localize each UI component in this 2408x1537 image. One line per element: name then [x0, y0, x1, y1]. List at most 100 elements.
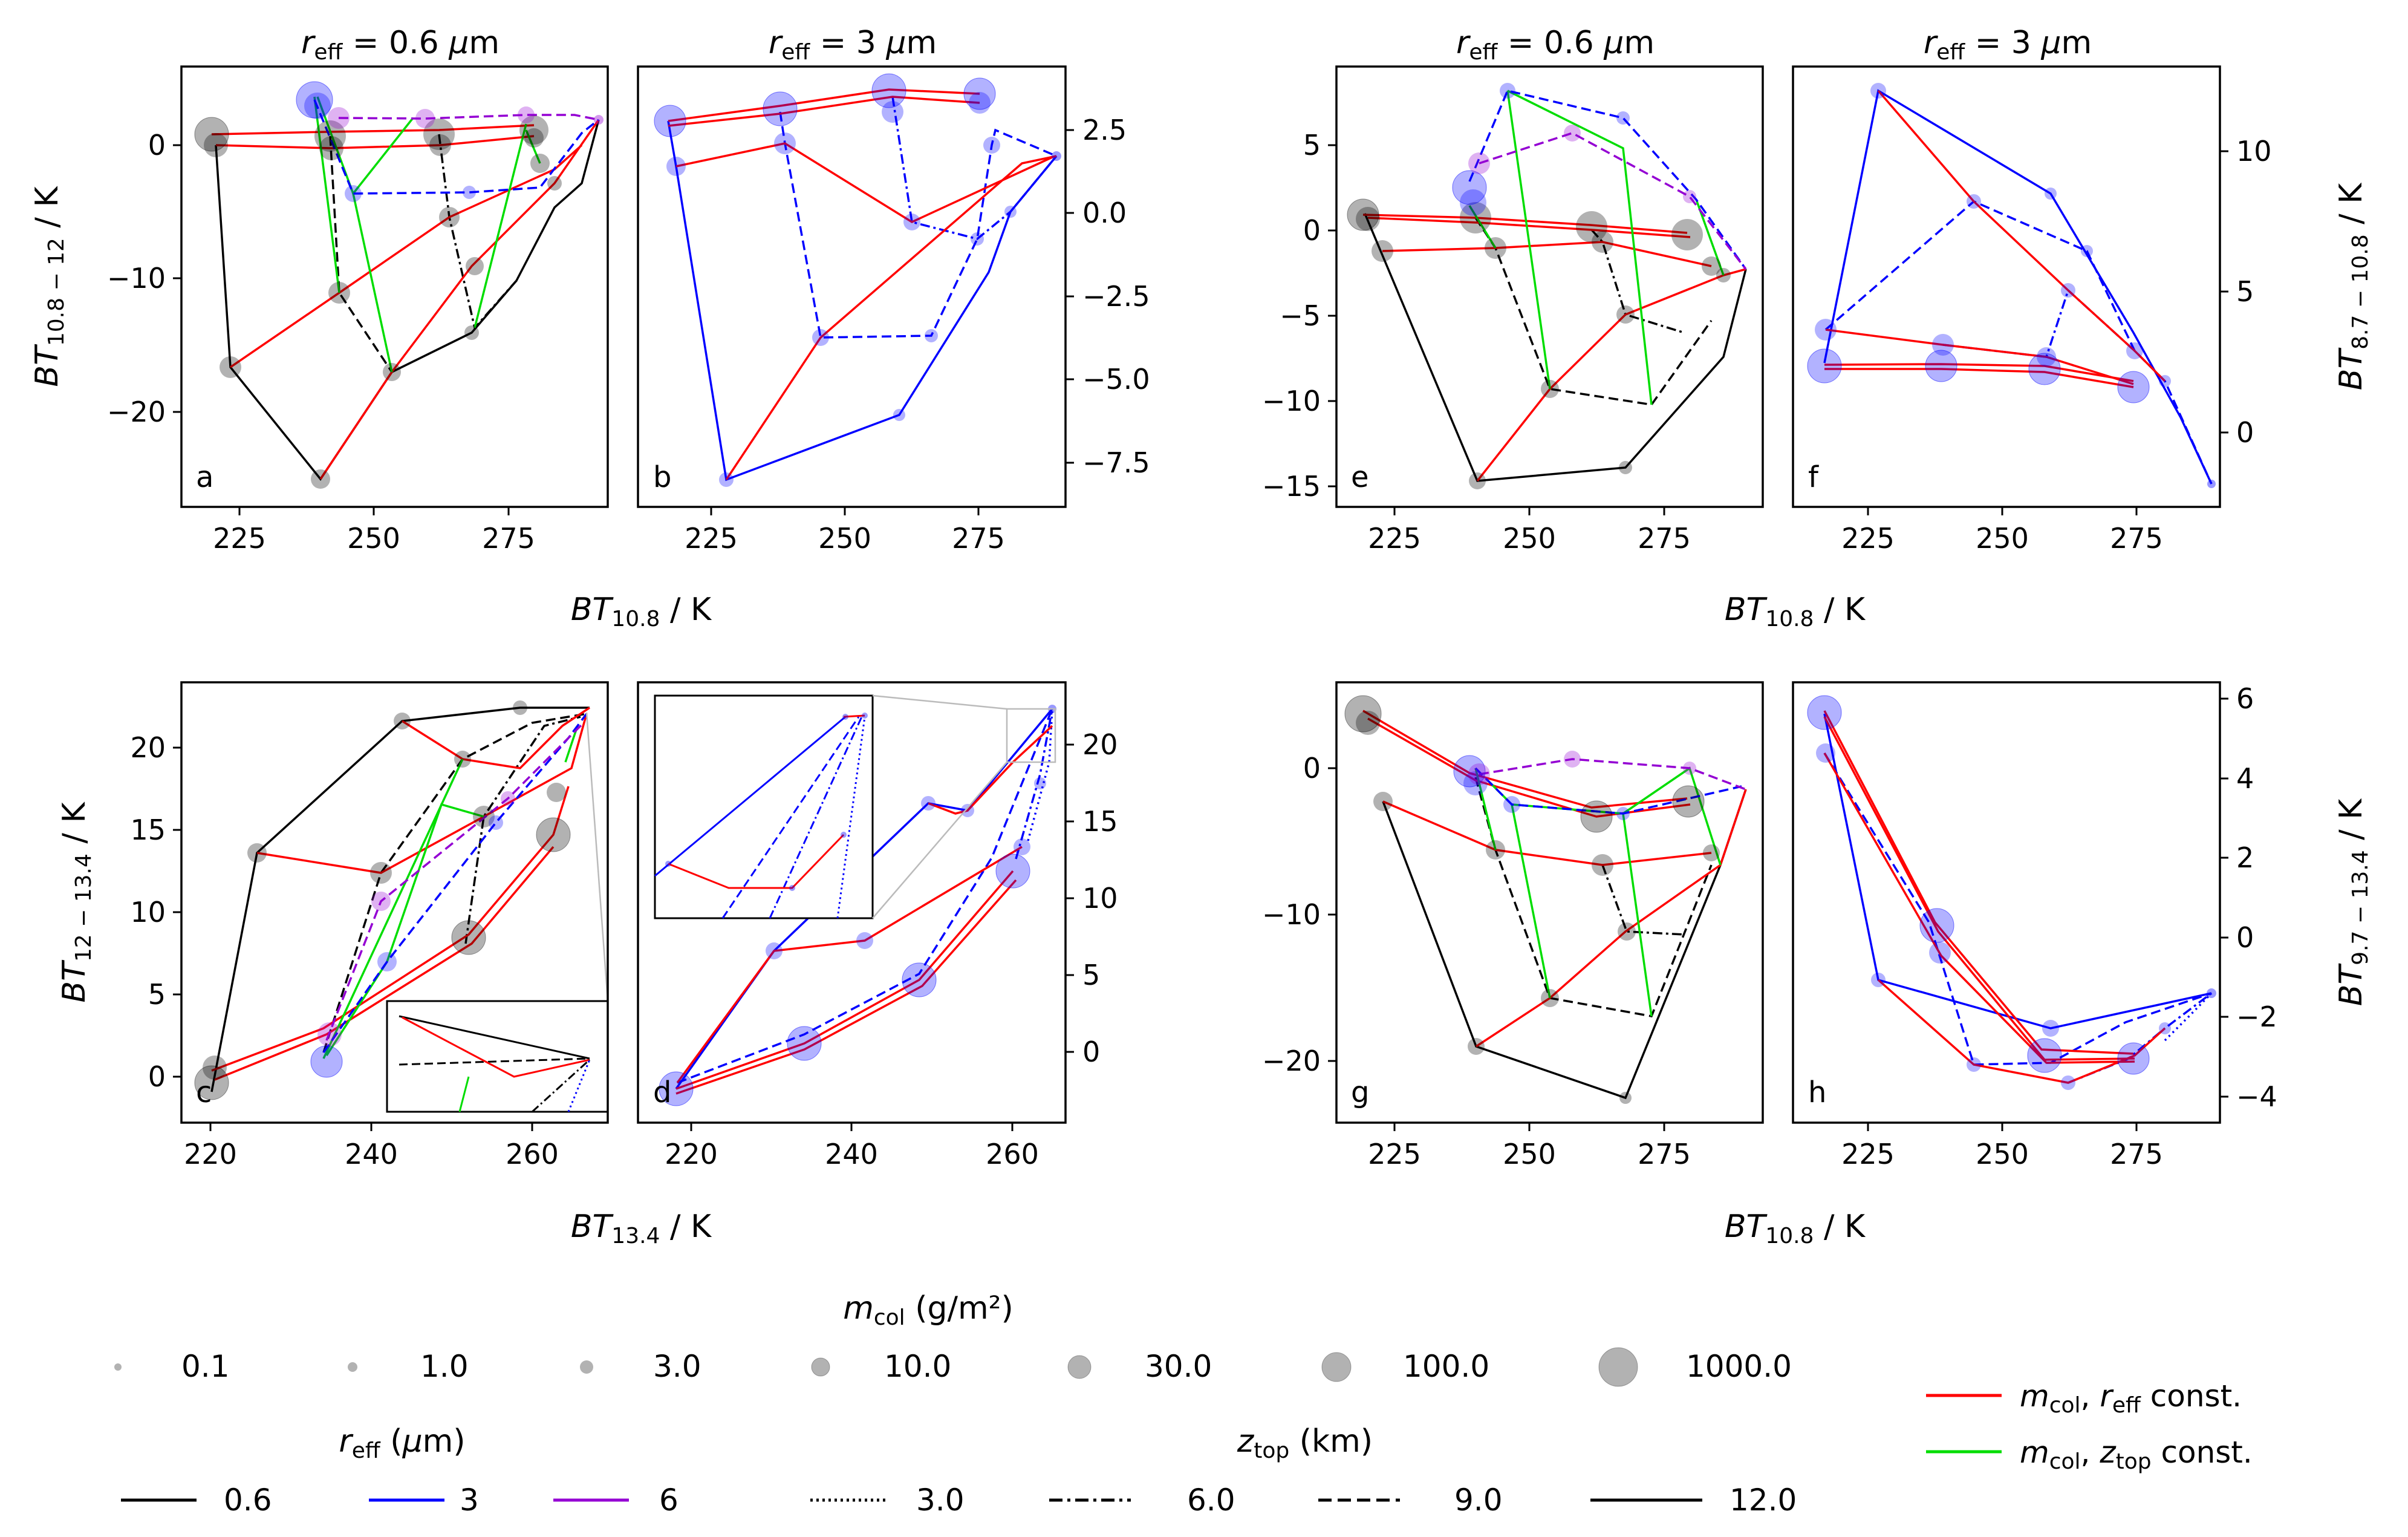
marker: [1347, 198, 1379, 231]
panel-g-xtick-label: 225: [1368, 1138, 1421, 1170]
panel-c-xticks: [209, 1123, 533, 1131]
reff-3-ztop-12-curve: [1823, 713, 2212, 1030]
panel-f-xtick-label: 275: [2110, 522, 2163, 555]
panel-a-markers: [194, 81, 604, 489]
panel-h-ytick-label: 4: [2236, 762, 2254, 795]
panel-h-ytick-label: 0: [2236, 921, 2254, 954]
legend-green-const-label: mcol, ztop const.: [2020, 1435, 2253, 1474]
red-const-curve-3: [1382, 241, 1712, 267]
panel-d-xtick-label: 260: [986, 1138, 1039, 1170]
marker: [2207, 988, 2216, 998]
marker: [1014, 838, 1030, 855]
red-const-curve-4: [928, 725, 1053, 815]
panel-f-curves: [1823, 89, 2213, 485]
reff-0.6-ztop-12-curve: [215, 119, 600, 481]
panel-e-title: reff = 0.6 μm: [1456, 25, 1655, 65]
panel-g-frame: [1335, 681, 1764, 1124]
reff-3-curve: [1468, 89, 1747, 270]
reff-0.6-ztop-6-curve: [1601, 864, 1685, 936]
panel-f-xticks: [1867, 507, 2138, 515]
panel-g-xtick-label: 275: [1638, 1138, 1691, 1170]
x-axis-label-top-left: BT10.8 / K: [571, 592, 712, 631]
legend-ztop-label: 9.0: [1454, 1483, 1503, 1518]
panel-c-frame: [180, 681, 609, 1124]
marker: [1503, 796, 1520, 813]
marker: [1618, 922, 1636, 941]
marker: [1672, 785, 1705, 818]
inset-curve: [399, 1057, 590, 1066]
marker: [719, 472, 734, 487]
marker: [1469, 472, 1486, 489]
legend-size-label: 0.1: [181, 1349, 230, 1384]
panel-b-curves: [667, 88, 1058, 481]
legend-ztop-label: 12.0: [1730, 1483, 1797, 1518]
marker: [1616, 111, 1630, 125]
panel-a-xtick-label: 250: [347, 522, 400, 555]
inset-curve: [836, 716, 866, 919]
y-axis-label-panel-f: BT8.7 − 10.8 / K: [2333, 182, 2373, 390]
marker: [304, 93, 331, 119]
red-const-curve-3: [676, 846, 1023, 1084]
marker: [423, 119, 455, 150]
panel-b-xtick-label: 275: [952, 522, 1005, 555]
legend-size-marker-3.0: [580, 1360, 593, 1374]
y-axis-label-panel-c: BT12 − 13.4 / K: [56, 801, 96, 1003]
green-const-curve-2: [325, 803, 484, 1056]
panel-f-xtick-label: 225: [1841, 522, 1895, 555]
reff-3-ztop-9-curve: [779, 111, 1057, 339]
red-const-curve-2: [675, 879, 1017, 1095]
marker: [1816, 743, 1835, 763]
green-const-curve-1: [313, 96, 340, 293]
legend-size-marker-1.0: [348, 1362, 357, 1372]
inset-curve: [668, 834, 845, 889]
reff-3-ztop-6-curve: [891, 96, 1058, 240]
marker: [666, 157, 686, 176]
marker: [1967, 1057, 1981, 1072]
panel-g-markers: [1344, 695, 1720, 1104]
inset-curve: [399, 1015, 590, 1060]
panel-c-ytick-label: 10: [130, 896, 166, 928]
panel-h: 225 250 275 6 4 2 0 −2 −4 h: [1792, 681, 2277, 1170]
green-const-curve-1: [1468, 205, 1497, 249]
panel-a-curves: [211, 96, 600, 481]
panel-f-frame: [1792, 65, 2221, 508]
marker: [1929, 942, 1951, 964]
marker: [1356, 207, 1380, 231]
panel-e-ytick-label: −5: [1280, 299, 1321, 332]
panel-e-ytick-label: −15: [1262, 470, 1321, 503]
marker: [1807, 348, 1842, 383]
green-const-curve-4: [473, 123, 527, 328]
legend-size-label: 3.0: [653, 1349, 701, 1384]
inset-curve: [654, 716, 846, 877]
x-axis-label-bottom-left: BT13.4 / K: [571, 1209, 712, 1248]
marker: [1453, 755, 1486, 788]
legend-reff-title: reff (μm): [339, 1423, 465, 1463]
marker: [1967, 194, 1981, 209]
panel-d-xtick-label: 220: [665, 1138, 718, 1170]
marker: [995, 853, 1030, 889]
red-const-curve-3: [1823, 752, 2135, 1064]
inset-marker: [842, 714, 848, 720]
panel-a-letter: a: [196, 460, 213, 494]
panel-e-xtick-label: 225: [1368, 522, 1421, 555]
legend-reff-label: 6: [659, 1483, 678, 1518]
marker: [1702, 256, 1721, 276]
red-const-curve-1: [1824, 363, 2134, 382]
panel-g-ytick-label: 0: [1303, 752, 1321, 785]
red-const-curve-1: [668, 88, 980, 122]
panel-e-ytick-label: −10: [1262, 385, 1321, 417]
marker: [856, 932, 873, 949]
marker: [1671, 219, 1703, 250]
marker: [1452, 170, 1487, 205]
marker: [429, 134, 451, 156]
panel-g-xtick-label: 250: [1503, 1138, 1556, 1170]
marker: [1616, 305, 1635, 324]
panel-c-xtick-label: 220: [184, 1138, 237, 1170]
panel-c-letter: c: [196, 1075, 212, 1109]
red-const-curve-2: [215, 135, 535, 149]
marker: [1564, 125, 1581, 142]
red-const-curve-4: [319, 119, 600, 480]
panel-f: 225 250 275 10 5 0 f reff = 3 μm: [1792, 25, 2272, 555]
reff-0.6-ztop-9-curve: [329, 135, 393, 373]
